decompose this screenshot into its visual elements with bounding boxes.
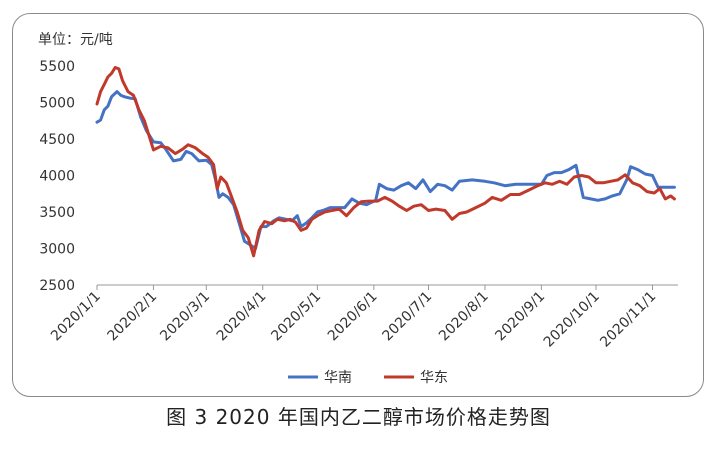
x-tick-label: 2020/2/1 [105, 289, 161, 345]
price-line-chart: 单位：元/吨 2500 3000 3500 4000 4500 5000 5500 2020… [38, 32, 678, 386]
y-tick-label: 3500 [39, 205, 75, 221]
x-tick-label: 2020/1/1 [48, 289, 104, 345]
y-tick-label: 4500 [39, 132, 75, 148]
y-tick-label: 5500 [39, 59, 75, 75]
series-line-huanan [95, 90, 676, 250]
y-tick-label: 2500 [39, 278, 75, 294]
x-tick-label: 2020/4/1 [214, 289, 270, 345]
x-tick-label: 2020/11/1 [597, 289, 659, 351]
x-tick-label: 2020/10/1 [541, 289, 603, 351]
x-tick-label: 2020/6/1 [325, 289, 381, 345]
y-tick-label: 4000 [39, 169, 75, 185]
figure-caption: 图 3 2020 年国内乙二醇市场价格走势图 [166, 405, 551, 429]
x-tick-label: 2020/8/1 [436, 289, 492, 345]
unit-label: 单位：元/吨 [38, 32, 113, 48]
y-tick-label: 5000 [39, 96, 75, 112]
legend-label: 华东 [420, 370, 448, 386]
x-tick-label: 2020/7/1 [380, 289, 436, 345]
series-line-huadong [95, 66, 676, 258]
x-tick-label: 2020/5/1 [268, 289, 324, 345]
x-tick-label: 2020/3/1 [157, 289, 213, 345]
legend-label: 华南 [324, 370, 352, 386]
x-tick-label: 2020/9/1 [492, 289, 548, 345]
series-layer [95, 66, 676, 258]
y-tick-label: 3000 [39, 242, 75, 258]
y-axis: 2500 3000 3500 4000 4500 5000 5500 [39, 59, 75, 294]
legend: 华南 华东 [288, 370, 448, 386]
